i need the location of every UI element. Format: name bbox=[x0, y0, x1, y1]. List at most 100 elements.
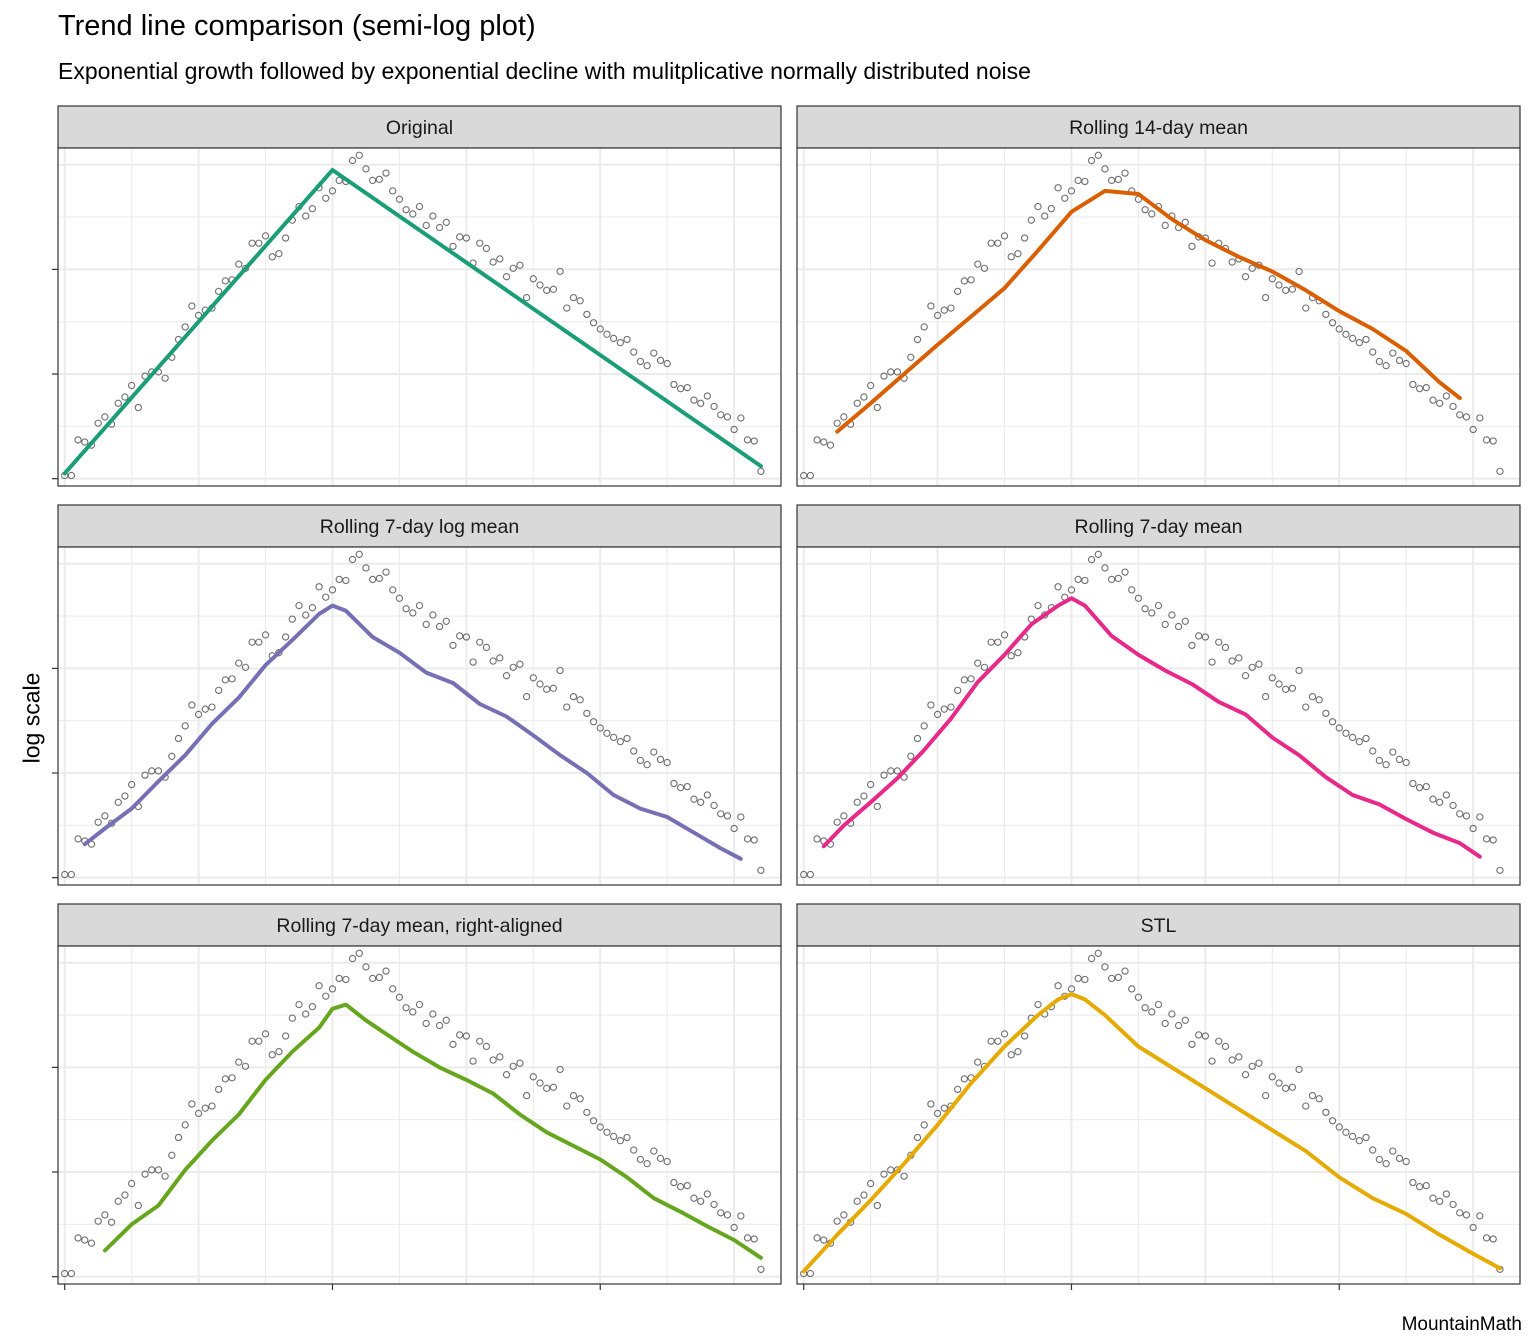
data-point bbox=[1342, 1128, 1350, 1136]
data-point bbox=[1107, 575, 1116, 584]
strip-label: Rolling 7-day mean bbox=[1074, 516, 1242, 538]
data-point bbox=[1255, 660, 1263, 668]
data-point bbox=[134, 403, 142, 412]
data-point bbox=[1369, 747, 1377, 755]
data-point bbox=[960, 277, 969, 285]
data-point bbox=[913, 734, 922, 743]
data-point bbox=[710, 402, 718, 411]
data-point bbox=[670, 380, 678, 389]
data-point bbox=[730, 824, 738, 833]
data-point bbox=[1248, 663, 1256, 671]
panel-border bbox=[57, 945, 782, 1285]
data-point bbox=[813, 835, 821, 843]
data-point bbox=[1134, 594, 1143, 602]
data-point bbox=[281, 234, 290, 242]
data-point bbox=[1087, 954, 1096, 963]
data-point bbox=[429, 611, 437, 619]
data-point bbox=[1141, 605, 1149, 613]
data-point bbox=[656, 755, 665, 764]
data-point bbox=[221, 1075, 230, 1083]
panel-background bbox=[797, 148, 1520, 486]
data-point bbox=[1456, 411, 1464, 419]
data-point bbox=[703, 392, 712, 400]
data-point bbox=[255, 1037, 263, 1045]
data-point bbox=[402, 1004, 410, 1012]
data-point bbox=[920, 323, 928, 331]
data-point bbox=[74, 1234, 82, 1242]
data-point bbox=[422, 1019, 430, 1028]
data-point bbox=[429, 1010, 437, 1018]
data-point bbox=[522, 293, 531, 302]
data-point bbox=[1402, 1157, 1410, 1166]
data-point bbox=[114, 399, 122, 407]
data-point bbox=[833, 818, 841, 826]
data-point bbox=[235, 659, 243, 667]
data-point bbox=[1369, 348, 1377, 356]
data-point bbox=[1415, 1183, 1424, 1191]
data-point bbox=[121, 1191, 129, 1199]
data-point bbox=[683, 782, 691, 791]
data-point bbox=[476, 239, 484, 247]
data-point bbox=[1456, 810, 1464, 818]
data-point bbox=[114, 798, 122, 806]
data-point bbox=[181, 323, 189, 331]
data-point bbox=[1302, 703, 1310, 711]
data-point bbox=[1047, 205, 1056, 213]
data-point bbox=[221, 277, 230, 285]
data-point bbox=[1101, 963, 1109, 971]
data-point bbox=[1081, 177, 1089, 186]
data-point bbox=[717, 810, 725, 818]
data-point bbox=[1014, 1048, 1022, 1056]
data-point bbox=[1094, 550, 1102, 558]
data-point bbox=[1154, 601, 1163, 610]
data-point bbox=[502, 273, 511, 281]
data-point bbox=[482, 643, 491, 652]
data-point bbox=[717, 411, 725, 419]
data-point bbox=[893, 368, 902, 376]
data-point bbox=[893, 767, 902, 775]
data-point bbox=[563, 703, 571, 711]
data-point bbox=[261, 232, 270, 240]
data-point bbox=[228, 675, 236, 683]
data-point bbox=[609, 1132, 618, 1141]
data-point bbox=[449, 1040, 457, 1049]
data-point bbox=[676, 385, 685, 393]
data-point bbox=[960, 1075, 969, 1083]
data-point bbox=[1409, 380, 1417, 389]
data-point bbox=[583, 310, 591, 319]
data-point bbox=[1288, 1083, 1297, 1091]
data-point bbox=[690, 1194, 698, 1202]
data-point bbox=[1188, 641, 1196, 650]
data-point bbox=[328, 985, 337, 993]
data-point bbox=[596, 325, 604, 333]
data-point bbox=[967, 276, 975, 284]
data-point bbox=[1255, 1059, 1263, 1067]
data-point bbox=[1228, 657, 1236, 665]
data-point bbox=[422, 620, 430, 629]
data-point bbox=[435, 1021, 444, 1030]
data-point bbox=[1322, 310, 1330, 319]
data-point bbox=[101, 413, 109, 421]
data-point bbox=[1241, 1071, 1250, 1079]
data-point bbox=[980, 264, 989, 272]
data-point bbox=[1148, 210, 1156, 218]
data-point bbox=[476, 638, 484, 646]
data-point bbox=[980, 663, 989, 671]
data-point bbox=[840, 413, 848, 421]
data-point bbox=[1215, 1037, 1223, 1045]
data-point bbox=[1342, 330, 1350, 338]
data-point bbox=[476, 1037, 484, 1045]
data-point bbox=[1221, 643, 1230, 652]
data-point bbox=[656, 356, 665, 365]
data-point bbox=[643, 1160, 651, 1168]
data-point bbox=[710, 1200, 718, 1209]
data-point bbox=[1074, 974, 1082, 983]
data-point bbox=[723, 1211, 732, 1219]
data-point bbox=[174, 1133, 183, 1142]
data-point bbox=[757, 467, 765, 475]
data-point bbox=[288, 1014, 296, 1022]
data-point bbox=[676, 784, 685, 792]
data-point bbox=[355, 151, 363, 159]
data-point bbox=[1007, 253, 1015, 261]
data-point bbox=[348, 555, 357, 564]
